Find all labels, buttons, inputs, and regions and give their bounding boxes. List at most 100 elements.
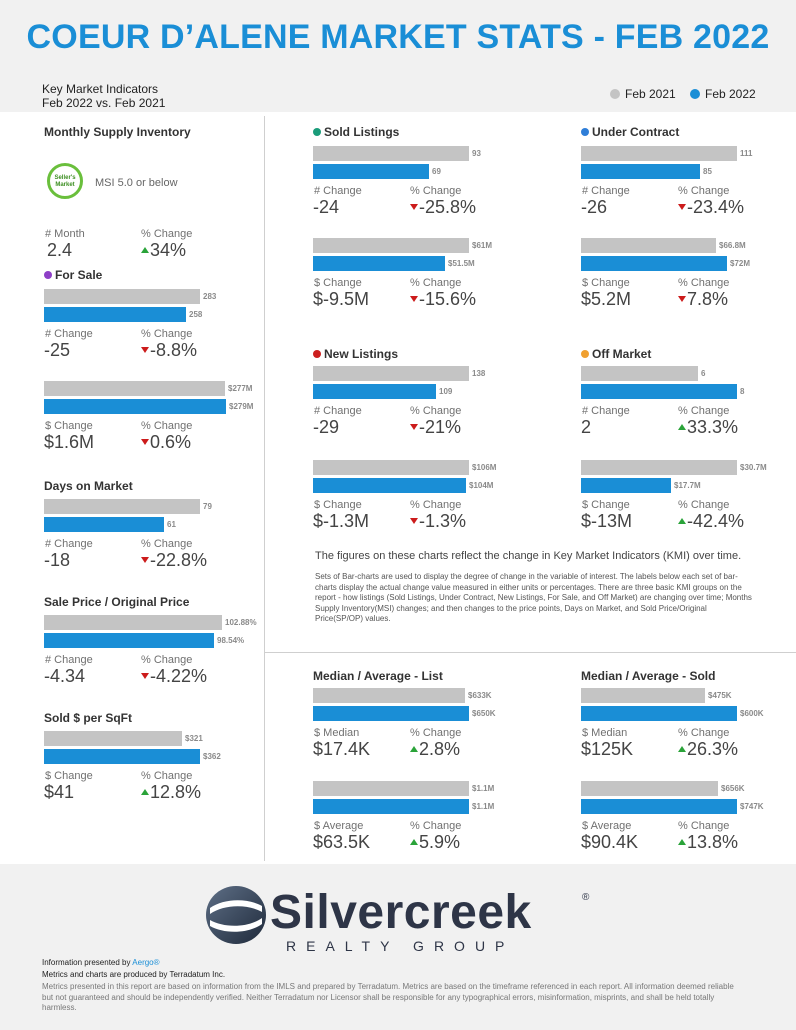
pct-text: -23.4% — [687, 197, 745, 217]
change-value-sold_volume: $-9.5M — [313, 289, 370, 309]
change-value-new_count: -29 — [313, 417, 340, 437]
legend-dot-2021 — [610, 89, 620, 99]
bar-label-spop-2021: 102.88% — [225, 618, 257, 627]
pct-label-for_sale_count: % Change — [141, 328, 193, 340]
logo-subtitle: REALTY GROUP — [286, 938, 515, 954]
bar-uc_count-2021 — [581, 146, 737, 161]
triangle-down-icon — [410, 424, 418, 430]
pct-text: 33.3% — [687, 417, 739, 437]
bar-for_sale_count-2022 — [44, 307, 186, 322]
change-value-for_sale_count: -25 — [44, 340, 71, 360]
pct-value-list_average: 5.9% — [410, 832, 460, 853]
section-title-text: Off Market — [592, 347, 652, 361]
bar-spop-2021 — [44, 615, 222, 630]
pct-label-for_sale_volume: % Change — [141, 420, 193, 432]
change-value-list_median: $17.4K — [313, 739, 371, 759]
section-title-msi: Monthly Supply Inventory — [44, 125, 191, 139]
section-title-new-listings: New Listings — [313, 347, 398, 361]
pct-label-off_count: % Change — [678, 405, 730, 417]
bar-label-uc_count-2022: 85 — [703, 167, 712, 176]
bar-label-sold_median-2022: $600K — [740, 709, 764, 718]
bar-sold_average-2022 — [581, 799, 737, 814]
change-value-for_sale_volume: $1.6M — [44, 432, 95, 452]
pct-text: -42.4% — [687, 511, 745, 531]
note-detail: Sets of Bar-charts are used to display t… — [315, 572, 752, 623]
pct-label-sold_count: % Change — [410, 185, 462, 197]
bar-off_count-2022 — [581, 384, 737, 399]
triangle-down-icon — [141, 439, 149, 445]
legend-feb-2021: Feb 2021 — [610, 87, 676, 101]
change-label-off_volume: $ Change — [582, 499, 630, 511]
section-dot-icon — [44, 271, 52, 279]
triangle-up-icon — [678, 518, 686, 524]
bar-sold_count-2022 — [313, 164, 429, 179]
change-label-list_median: $ Median — [314, 727, 360, 739]
section-title-text: Median / Average - List — [313, 669, 443, 683]
bar-label-sold_count-2021: 93 — [472, 149, 481, 158]
bar-label-sold_median-2021: $475K — [708, 691, 732, 700]
section-dot-icon — [581, 128, 589, 136]
change-label-spop: # Change — [45, 654, 93, 666]
change-label-for_sale_count: # Change — [45, 328, 93, 340]
footer-aergo-link[interactable]: Aergo® — [132, 958, 160, 967]
bar-off_volume-2022 — [581, 478, 671, 493]
section-title-sold-listings: Sold Listings — [313, 125, 399, 139]
change-value-new_volume: $-1.3M — [313, 511, 370, 531]
bar-new_volume-2022 — [313, 478, 466, 493]
pct-value-dom: -22.8% — [141, 550, 207, 571]
bar-label-for_sale_volume-2022: $279M — [229, 402, 254, 411]
bar-label-list_average-2021: $1.1M — [472, 784, 495, 793]
footer-presented-by: Information presented by Aergo® — [42, 958, 160, 967]
change-value-sold_average: $90.4K — [581, 832, 639, 852]
section-title-days-on-market: Days on Market — [44, 479, 133, 493]
change-label-sold_volume: $ Change — [314, 277, 362, 289]
triangle-up-icon — [410, 746, 418, 752]
triangle-down-icon — [141, 347, 149, 353]
bar-label-new_count-2022: 109 — [439, 387, 453, 396]
triangle-down-icon — [141, 673, 149, 679]
bar-sqft-2022 — [44, 749, 200, 764]
bar-list_average-2021 — [313, 781, 469, 796]
bar-sold_median-2021 — [581, 688, 705, 703]
horizontal-divider — [265, 652, 796, 653]
bar-spop-2022 — [44, 633, 214, 648]
kmi-heading: Key Market Indicators Feb 2022 vs. Feb 2… — [42, 82, 165, 110]
bar-label-list_average-2022: $1.1M — [472, 802, 495, 811]
bar-sold_median-2022 — [581, 706, 737, 721]
change-label-for_sale_volume: $ Change — [45, 420, 93, 432]
change-label-uc_volume: $ Change — [582, 277, 630, 289]
section-title-text: Sold Listings — [324, 125, 400, 139]
section-title-under-contract: Under Contract — [581, 125, 679, 139]
page-title: COEUR D’ALENE MARKET STATS - FEB 2022 — [26, 18, 770, 56]
triangle-up-icon — [678, 424, 686, 430]
triangle-down-icon — [678, 296, 686, 302]
pct-text: 7.8% — [687, 289, 729, 309]
bar-label-sold_average-2021: $656K — [721, 784, 745, 793]
bar-new_count-2021 — [313, 366, 469, 381]
pct-value-msi: 34% — [141, 240, 186, 261]
pct-label-dom: % Change — [141, 538, 193, 550]
pct-text: 0.6% — [150, 432, 192, 452]
change-value-off_count: 2 — [581, 417, 592, 437]
bar-off_volume-2021 — [581, 460, 737, 475]
bar-dom-2021 — [44, 499, 200, 514]
pct-label-list_median: % Change — [410, 727, 462, 739]
change-value-list_average: $63.5K — [313, 832, 371, 852]
bar-label-sold_average-2022: $747K — [740, 802, 764, 811]
bar-list_average-2022 — [313, 799, 469, 814]
pct-label-new_count: % Change — [410, 405, 462, 417]
bar-label-sold_count-2022: 69 — [432, 167, 441, 176]
section-title-off-market: Off Market — [581, 347, 651, 361]
change-value-sold_median: $125K — [581, 739, 634, 759]
bar-label-sold_volume-2021: $61M — [472, 241, 493, 250]
pct-value-uc_count: -23.4% — [678, 197, 744, 218]
pct-value-uc_volume: 7.8% — [678, 289, 728, 310]
bar-off_count-2021 — [581, 366, 698, 381]
change-label-sold_count: # Change — [314, 185, 362, 197]
section-dot-icon — [581, 350, 589, 358]
pct-value-off_volume: -42.4% — [678, 511, 744, 532]
bar-sold_volume-2021 — [313, 238, 469, 253]
silvercreek-logo-icon — [206, 886, 266, 944]
section-title-text: Sold $ per SqFt — [44, 711, 133, 725]
pct-label-spop: % Change — [141, 654, 193, 666]
